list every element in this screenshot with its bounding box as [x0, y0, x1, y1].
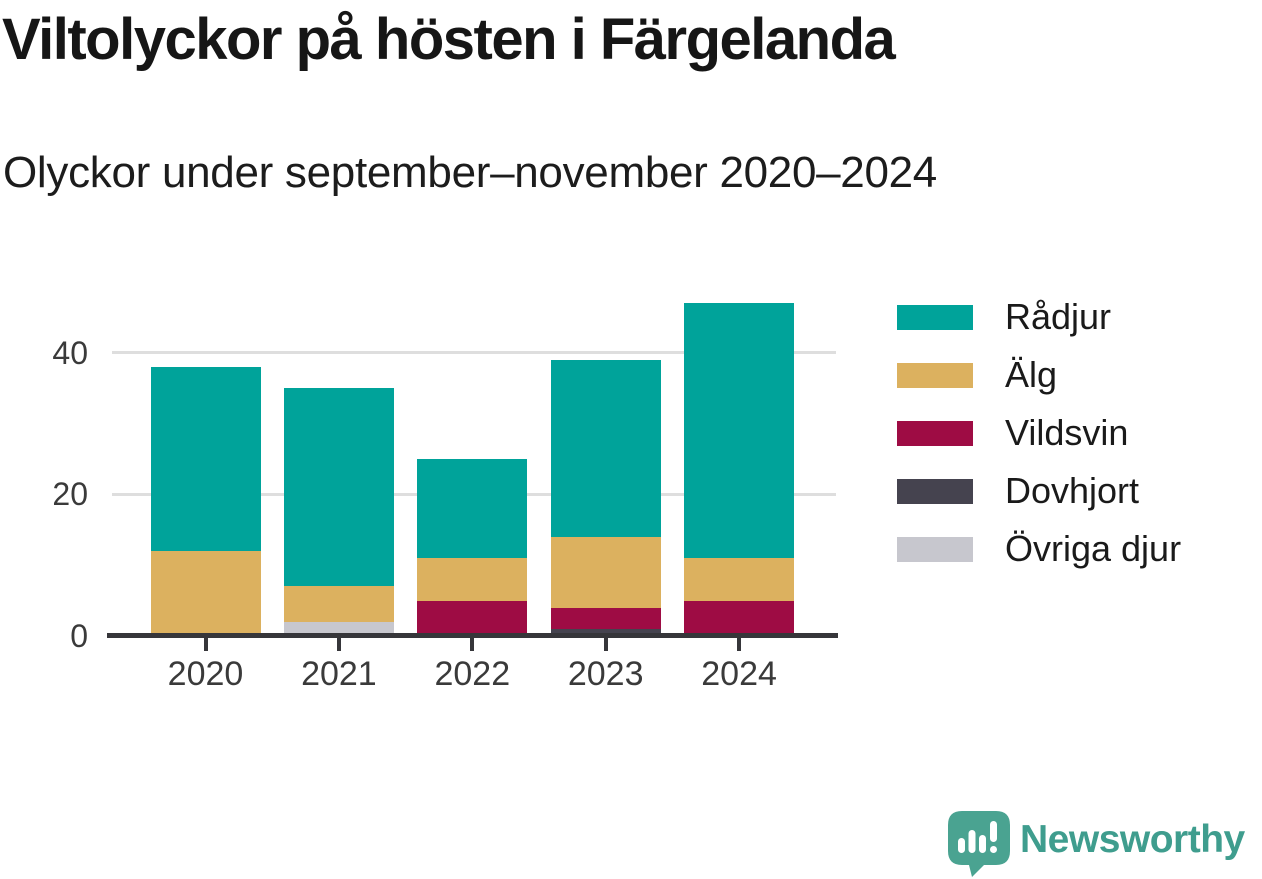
legend-swatch [897, 536, 973, 562]
brand-name: Newsworthy [1020, 818, 1245, 861]
x-tick [203, 638, 208, 651]
y-axis-label: 40 [52, 334, 88, 371]
legend-label: Rådjur [1005, 296, 1112, 337]
legend-label: Älg [1005, 354, 1058, 395]
legend-label: Dovhjort [1005, 470, 1140, 511]
bar-2024 [684, 303, 795, 636]
legend-swatch [897, 478, 973, 504]
bar-segment-2023 [550, 359, 661, 537]
bar-2023 [550, 359, 661, 636]
bar-segment-2023 [550, 607, 661, 629]
chart-subtitle: Olyckor under september–november 2020–20… [3, 148, 937, 197]
x-tick [603, 638, 608, 651]
x-axis-label: 2024 [701, 655, 777, 693]
legend-swatch [897, 304, 973, 330]
x-axis-label: 2020 [167, 655, 244, 693]
bar-segment-2022 [417, 459, 528, 559]
x-axis-line [107, 633, 838, 638]
legend-swatch [897, 362, 973, 388]
bar-segment-2020 [150, 366, 261, 552]
bar-segment-2022 [417, 558, 528, 601]
legend: Rådjur Älg Vildsvin Dovhjort Övriga djur [897, 295, 1181, 585]
bar-segment-2020 [150, 551, 261, 636]
legend-item: Rådjur [897, 295, 1181, 339]
legend-item: Övriga djur [897, 527, 1181, 571]
bar-segment-2023 [550, 536, 661, 608]
bar-2020 [150, 366, 261, 636]
bar-segment-2021 [283, 586, 394, 622]
bar-segment-2023 [550, 628, 661, 636]
y-axis-label: 20 [52, 476, 88, 513]
bar-segment-2024 [684, 558, 795, 601]
x-axis-label: 2023 [567, 655, 644, 693]
legend-swatch [897, 420, 973, 446]
legend-item: Dovhjort [897, 469, 1181, 513]
legend-item: Älg [897, 353, 1181, 397]
newsworthy-logo-icon [948, 811, 1010, 877]
bar-segment-2022 [417, 600, 528, 636]
x-axis-label: 2021 [301, 655, 377, 693]
legend-label: Vildsvin [1005, 412, 1129, 453]
bar-segment-2024 [684, 303, 795, 559]
y-axis-label: 0 [70, 618, 88, 654]
bar-2021 [283, 388, 394, 636]
legend-label: Övriga djur [1005, 528, 1182, 569]
plot-area [112, 280, 836, 636]
bar-2022 [417, 459, 528, 636]
x-axis-label: 2022 [434, 655, 511, 693]
chart-title: Viltolyckor på hösten i Färgelanda [2, 7, 896, 72]
x-tick [336, 638, 341, 651]
x-tick [737, 638, 742, 651]
gridline-y-40 [112, 351, 836, 355]
bar-segment-2021 [283, 388, 394, 587]
x-tick [470, 638, 475, 651]
legend-item: Vildsvin [897, 411, 1181, 455]
bar-segment-2024 [684, 600, 795, 636]
bar-segment-2021 [283, 621, 394, 636]
